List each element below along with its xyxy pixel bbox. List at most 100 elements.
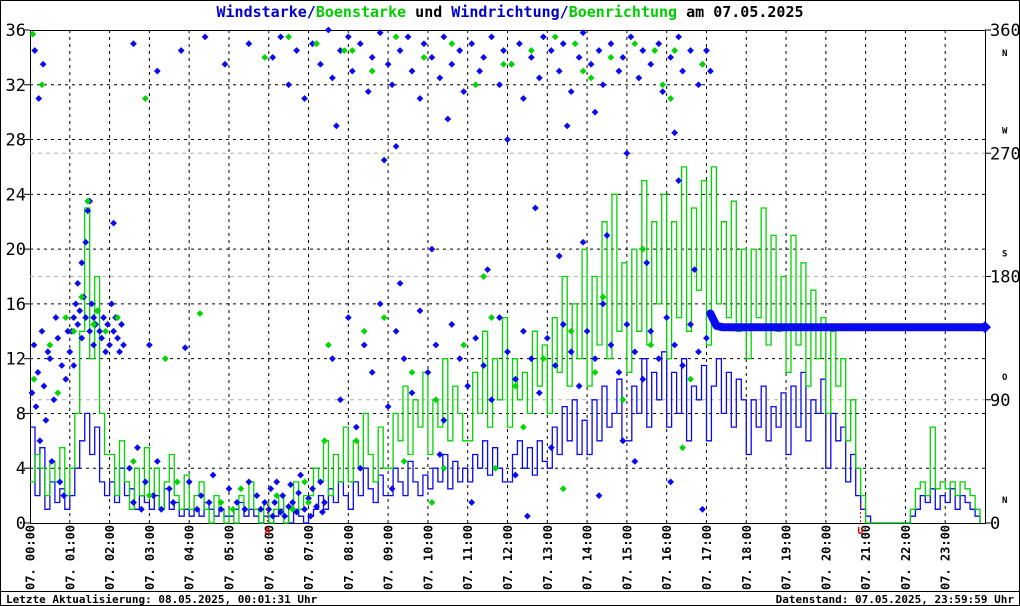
direction-point xyxy=(285,81,293,89)
right-tick-label: 90 xyxy=(990,391,1010,411)
time-label: 07. 12:00 xyxy=(501,525,515,590)
direction-point xyxy=(96,327,104,335)
direction-point xyxy=(587,74,595,82)
direction-point xyxy=(675,177,683,185)
direction-point xyxy=(559,485,567,493)
direction-point xyxy=(607,341,615,349)
time-label: 07. 18:00 xyxy=(740,525,754,590)
time-label: 07. 23:00 xyxy=(939,525,953,590)
time-label: 07. 21:00 xyxy=(859,525,873,590)
direction-point xyxy=(520,327,527,335)
direction-point xyxy=(317,478,324,486)
direction-point xyxy=(301,505,308,513)
direction-point xyxy=(30,341,38,349)
direction-point xyxy=(301,95,308,102)
direction-point xyxy=(110,219,117,227)
direction-point xyxy=(90,321,98,328)
direction-point xyxy=(196,310,204,317)
direction-point xyxy=(571,40,579,48)
time-label: 07. 01:00 xyxy=(63,525,77,590)
direction-point xyxy=(603,232,611,239)
direction-point xyxy=(287,481,295,489)
direction-point xyxy=(547,444,555,452)
boenstarke-line xyxy=(30,166,981,524)
direction-point xyxy=(31,47,39,54)
direction-point xyxy=(271,499,279,506)
direction-point xyxy=(307,512,314,520)
left-tick-label: 32 xyxy=(6,76,26,96)
direction-point xyxy=(273,492,281,500)
direction-point xyxy=(217,499,225,506)
direction-point xyxy=(440,416,448,424)
direction-point xyxy=(460,88,468,96)
direction-point xyxy=(500,60,507,68)
direction-point xyxy=(512,375,519,383)
time-label: 07. 09:00 xyxy=(382,525,396,590)
direction-point xyxy=(134,444,141,452)
direction-point xyxy=(40,382,48,390)
direction-point xyxy=(70,314,78,321)
time-label: 07. 03:00 xyxy=(143,525,157,590)
direction-point xyxy=(663,314,671,321)
direction-point xyxy=(348,47,356,54)
direction-point xyxy=(277,508,285,516)
direction-point xyxy=(619,396,627,404)
direction-point xyxy=(583,327,591,335)
direction-point xyxy=(671,47,679,54)
direction-point xyxy=(38,327,46,335)
direction-point xyxy=(643,259,651,267)
direction-point xyxy=(480,273,488,280)
right-tick-label: 360 xyxy=(990,21,1020,41)
direction-point xyxy=(265,505,273,513)
direction-point xyxy=(110,327,117,335)
direction-point xyxy=(344,314,352,321)
direction-point xyxy=(108,300,115,308)
direction-point xyxy=(527,47,535,54)
direction-point xyxy=(261,499,269,506)
direction-point xyxy=(104,321,111,328)
direction-point xyxy=(520,423,527,431)
direction-point xyxy=(476,67,484,75)
title-part: am 07.05.2025 xyxy=(677,3,804,21)
time-label: 07. 16:00 xyxy=(660,525,674,590)
direction-point xyxy=(444,115,452,123)
direction-point xyxy=(607,40,615,48)
direction-point xyxy=(579,67,587,75)
direction-point xyxy=(627,33,635,41)
time-label: 07. 13:00 xyxy=(541,525,555,590)
direction-point xyxy=(233,499,241,506)
direction-point xyxy=(336,47,344,54)
direction-point xyxy=(659,81,667,89)
direction-point xyxy=(267,485,275,493)
direction-point xyxy=(691,266,698,274)
direction-point xyxy=(364,88,372,96)
direction-point xyxy=(126,464,133,472)
direction-point xyxy=(591,368,599,376)
direction-point xyxy=(448,40,456,48)
direction-point xyxy=(340,47,348,54)
time-label: 07. 07:00 xyxy=(302,525,316,590)
right-tick-label: 0 xyxy=(990,514,1000,534)
time-label: 07. 11:00 xyxy=(461,525,475,590)
direction-point xyxy=(599,81,607,89)
direction-point xyxy=(404,33,412,41)
direction-point xyxy=(516,40,523,48)
last-update-text: Letzte Aktualisierung: 08.05.2025, 00:01… xyxy=(6,593,318,606)
direction-point xyxy=(257,505,265,513)
direction-point xyxy=(699,505,706,513)
frozen-direction-line xyxy=(706,309,989,332)
direction-point xyxy=(325,341,332,349)
left-tick-label: 0 xyxy=(16,514,26,534)
direction-point xyxy=(440,464,448,472)
title-part: und xyxy=(406,3,452,21)
direction-point xyxy=(480,362,488,369)
left-tick-label: 4 xyxy=(16,459,26,479)
direction-point xyxy=(456,47,464,54)
time-label: 07. 22:00 xyxy=(899,525,913,590)
title-part: Windrichtung/ xyxy=(451,3,569,21)
direction-point xyxy=(181,344,189,352)
direction-point xyxy=(563,122,571,130)
direction-point xyxy=(679,444,686,452)
direction-point xyxy=(78,334,86,342)
